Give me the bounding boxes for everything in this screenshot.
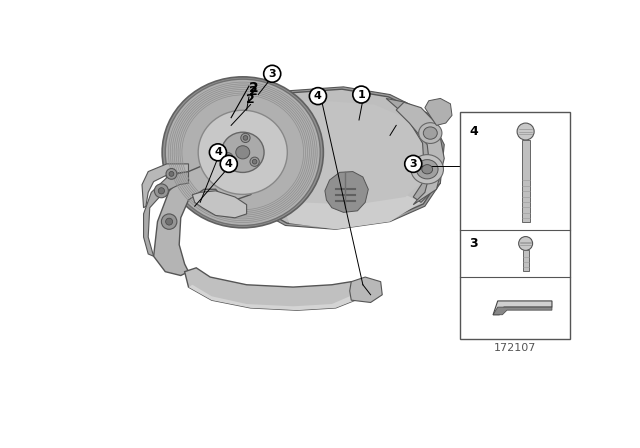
Polygon shape (493, 307, 552, 315)
Polygon shape (234, 100, 429, 205)
Text: 4: 4 (225, 159, 233, 169)
Text: 172107: 172107 (493, 343, 536, 353)
Polygon shape (154, 159, 262, 276)
Polygon shape (396, 102, 444, 205)
Text: 4: 4 (314, 91, 322, 101)
Circle shape (353, 86, 370, 103)
Polygon shape (493, 301, 552, 315)
Circle shape (223, 153, 233, 162)
Ellipse shape (221, 132, 264, 172)
Circle shape (252, 159, 257, 164)
FancyBboxPatch shape (522, 140, 529, 222)
Circle shape (517, 123, 534, 140)
Ellipse shape (165, 79, 320, 225)
Text: 3: 3 (410, 159, 417, 169)
Polygon shape (349, 277, 382, 302)
Text: 4: 4 (469, 125, 478, 138)
Text: 2: 2 (249, 85, 258, 98)
Polygon shape (189, 285, 355, 310)
Circle shape (161, 214, 177, 229)
Circle shape (220, 155, 237, 172)
Ellipse shape (422, 165, 433, 174)
Text: 4: 4 (214, 147, 222, 157)
Polygon shape (278, 191, 421, 229)
Text: 3: 3 (469, 237, 477, 250)
Circle shape (243, 136, 248, 140)
Polygon shape (386, 99, 440, 202)
Circle shape (154, 184, 168, 198)
FancyBboxPatch shape (460, 112, 570, 339)
Text: 2: 2 (246, 94, 255, 107)
Ellipse shape (162, 77, 323, 228)
Ellipse shape (423, 127, 437, 139)
Circle shape (166, 218, 173, 225)
Circle shape (226, 155, 230, 159)
Circle shape (309, 88, 326, 104)
Circle shape (158, 188, 164, 194)
Ellipse shape (411, 155, 444, 184)
Polygon shape (227, 89, 440, 227)
Polygon shape (325, 172, 368, 212)
Circle shape (518, 237, 532, 250)
Polygon shape (143, 172, 189, 256)
Circle shape (169, 172, 174, 177)
Polygon shape (425, 99, 452, 125)
Ellipse shape (419, 123, 442, 143)
Circle shape (166, 168, 177, 179)
Polygon shape (193, 191, 246, 218)
Circle shape (404, 155, 422, 172)
Polygon shape (142, 164, 189, 208)
Text: 2: 2 (249, 81, 259, 95)
Circle shape (264, 65, 281, 82)
FancyBboxPatch shape (522, 250, 529, 271)
Text: 1: 1 (358, 90, 365, 99)
Text: 3: 3 (268, 69, 276, 79)
Ellipse shape (236, 146, 250, 159)
Circle shape (241, 134, 250, 142)
Polygon shape (223, 87, 444, 229)
Ellipse shape (417, 159, 438, 179)
Polygon shape (184, 268, 359, 310)
Circle shape (250, 157, 259, 166)
Circle shape (209, 144, 227, 161)
Ellipse shape (198, 110, 287, 194)
